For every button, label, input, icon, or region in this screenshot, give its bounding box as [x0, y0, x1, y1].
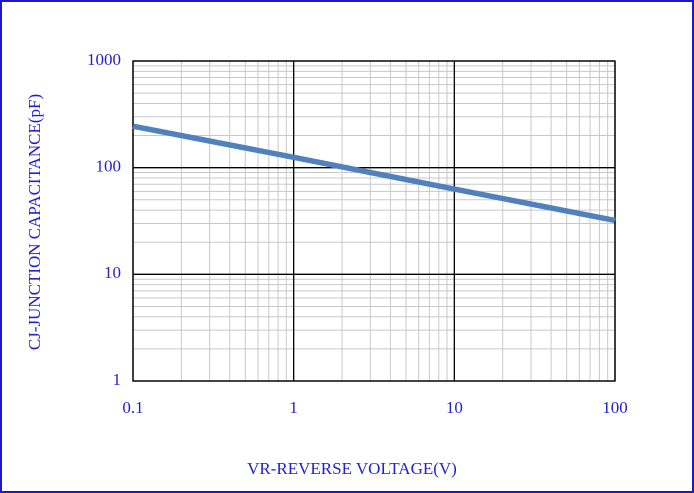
data-line — [132, 123, 616, 224]
y-tick-label: 10 — [104, 263, 121, 282]
x-tick-label: 0.1 — [122, 398, 143, 417]
plot-border — [132, 60, 616, 382]
x-tick-label: 1 — [289, 398, 298, 417]
x-tick-label: 10 — [446, 398, 463, 417]
x-tick-label: 100 — [602, 398, 628, 417]
y-tick-label: 100 — [96, 157, 122, 176]
y-axis-label: CJ-JUNCTION CAPACITANCE(pF) — [25, 94, 44, 350]
y-tick-label: 1 — [113, 370, 122, 389]
x-axis-label: VR-REVERSE VOLTAGE(V) — [247, 459, 457, 478]
y-tick-label: 1000 — [87, 50, 121, 69]
